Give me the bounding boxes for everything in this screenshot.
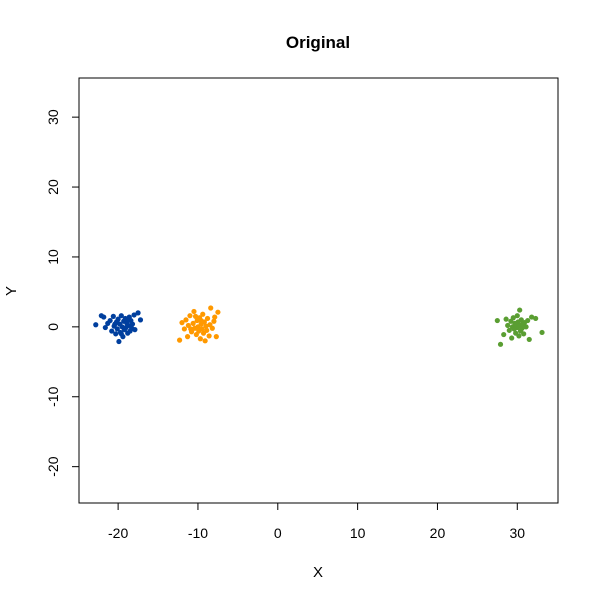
- data-point: [501, 331, 507, 338]
- y-tick-label: 20: [45, 179, 61, 195]
- data-point: [118, 331, 124, 337]
- y-tick-label: 0: [45, 323, 61, 331]
- x-tick-label: 0: [274, 525, 282, 541]
- data-point: [115, 316, 121, 322]
- data-point: [114, 326, 120, 332]
- data-point: [510, 315, 516, 321]
- data-point: [183, 317, 189, 323]
- data-point: [124, 317, 130, 324]
- data-point: [181, 326, 187, 332]
- data-point: [503, 316, 509, 322]
- data-point: [494, 317, 500, 324]
- series-1: [93, 310, 144, 345]
- data-point: [192, 313, 199, 319]
- data-point: [188, 326, 194, 332]
- data-point: [187, 313, 193, 319]
- data-point: [521, 331, 527, 337]
- data-point: [101, 314, 107, 320]
- data-point: [129, 321, 136, 327]
- y-axis-label: Y: [3, 286, 20, 296]
- data-point: [215, 309, 221, 315]
- data-point: [204, 327, 210, 333]
- data-point: [497, 341, 504, 347]
- x-tick-label: 30: [509, 525, 525, 541]
- data-point: [179, 320, 185, 326]
- data-point: [204, 315, 211, 322]
- data-point: [517, 307, 523, 313]
- data-point: [509, 335, 515, 341]
- data-point: [137, 317, 144, 323]
- data-point: [102, 324, 108, 331]
- y-axis: -20 -10 0 10 20 30: [45, 109, 80, 477]
- points-layer: [93, 305, 545, 347]
- x-tick-label: -20: [108, 525, 128, 541]
- y-tick-label: -10: [45, 386, 61, 406]
- x-tick-label: -10: [188, 525, 208, 541]
- y-tick-label: 10: [45, 249, 61, 265]
- data-point: [199, 326, 205, 332]
- data-point: [118, 313, 124, 319]
- x-tick-label: 20: [430, 525, 446, 541]
- data-point: [203, 323, 209, 329]
- x-tick-label: 10: [350, 525, 366, 541]
- data-point: [513, 322, 519, 328]
- data-point: [529, 314, 535, 320]
- data-point: [212, 314, 218, 320]
- data-point: [112, 321, 118, 327]
- data-point: [107, 317, 113, 324]
- data-point: [110, 313, 116, 319]
- data-point: [131, 312, 137, 318]
- data-point: [213, 334, 219, 340]
- data-point: [211, 318, 217, 324]
- data-point: [109, 328, 115, 334]
- x-axis: -20 -10 0 10 20 30: [108, 502, 525, 541]
- data-point: [523, 324, 529, 330]
- y-tick-label: -20: [45, 456, 61, 476]
- data-point: [516, 333, 522, 339]
- x-axis-label: X: [313, 564, 323, 581]
- data-point: [514, 313, 520, 319]
- data-point: [197, 336, 203, 342]
- data-point: [209, 325, 215, 331]
- data-point: [135, 310, 141, 316]
- data-point: [539, 329, 545, 336]
- y-tick-label: 30: [45, 109, 61, 125]
- data-point: [526, 336, 532, 343]
- data-point: [519, 325, 525, 331]
- data-point: [505, 322, 511, 329]
- data-point: [200, 311, 206, 317]
- data-point: [191, 308, 197, 315]
- series-3: [494, 307, 545, 347]
- data-point: [202, 338, 208, 344]
- data-point: [184, 334, 191, 340]
- data-point: [176, 337, 183, 343]
- data-point: [206, 333, 212, 339]
- data-point: [198, 317, 204, 324]
- data-point: [533, 315, 539, 322]
- data-point: [113, 331, 119, 337]
- series-2: [176, 305, 221, 344]
- data-point: [93, 322, 99, 328]
- data-point: [190, 320, 196, 326]
- data-point: [132, 327, 138, 333]
- data-point: [116, 338, 122, 345]
- chart-title: Original: [286, 33, 350, 52]
- data-point: [208, 305, 214, 311]
- data-point: [506, 327, 512, 333]
- data-point: [525, 317, 531, 324]
